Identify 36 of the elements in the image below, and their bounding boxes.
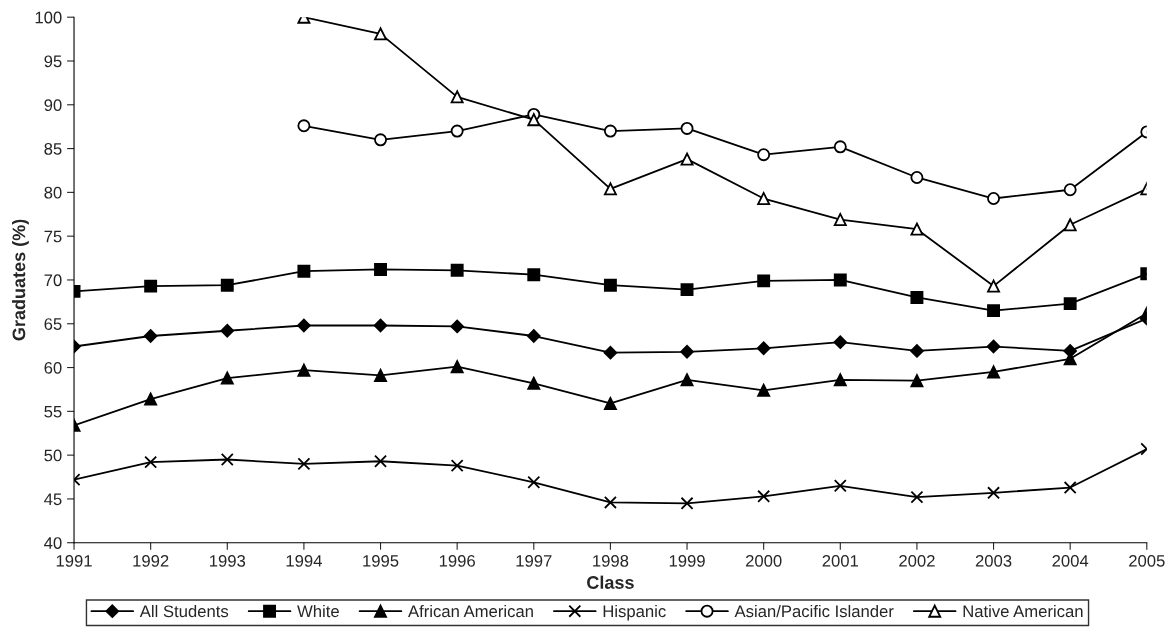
x-tick-label: 1995 — [363, 554, 399, 567]
y-tick-label: 70 — [44, 274, 62, 287]
x-tick-label: 2005 — [1129, 554, 1165, 567]
legend-label: Native American — [963, 604, 1083, 618]
y-tick-label: 65 — [44, 318, 62, 330]
y-tick-label: 45 — [44, 493, 62, 506]
y-tick-label: 95 — [44, 55, 62, 68]
x-tick-label: 1991 — [56, 554, 92, 567]
y-tick-label: 100 — [35, 11, 62, 24]
x-tick-label: 2000 — [745, 554, 782, 567]
y-tick-label: 90 — [44, 99, 62, 111]
x-tick-label: 2001 — [822, 554, 859, 567]
legend-label: White — [297, 604, 339, 618]
x-tick-label: 1999 — [669, 554, 705, 567]
x-axis-title: Class — [587, 575, 634, 589]
x-tick-label: 2002 — [899, 554, 935, 567]
legend-label: All Students — [139, 604, 229, 618]
y-tick-label: 50 — [44, 449, 62, 462]
y-tick-label: 60 — [44, 361, 62, 374]
x-tick-label: 1994 — [286, 554, 322, 567]
x-tick-label: 1992 — [133, 554, 169, 567]
legend-label: Hispanic — [603, 604, 666, 621]
x-tick-label: 2003 — [975, 554, 1012, 567]
x-tick-label: 2004 — [1052, 554, 1089, 567]
x-tick-label: 1993 — [210, 554, 246, 567]
y-axis-title: Graduates (%) — [12, 219, 29, 341]
y-tick-label: 80 — [44, 186, 62, 199]
y-tick-label: 75 — [44, 230, 62, 243]
y-tick-label: 85 — [44, 142, 62, 155]
x-tick-label: 1997 — [516, 554, 552, 567]
x-tick-label: 1996 — [439, 554, 475, 567]
x-tick-label: 1998 — [593, 554, 629, 567]
legend-label: Asian/Pacific Islander — [734, 604, 894, 618]
y-tick-label: 55 — [44, 405, 62, 418]
y-tick-label: 40 — [44, 537, 62, 549]
legend-label: African American — [408, 604, 533, 618]
